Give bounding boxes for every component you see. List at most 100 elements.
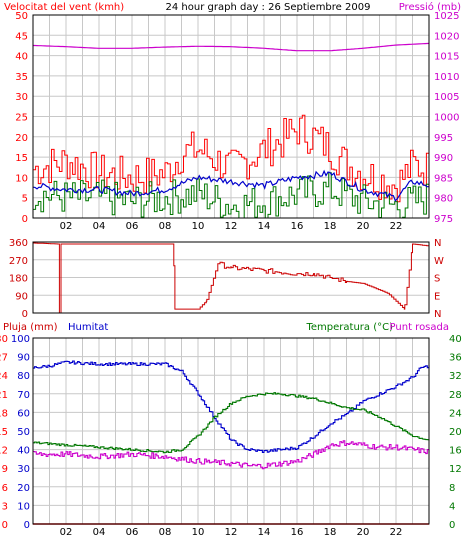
rain-y-tick-label: 21 <box>0 390 8 401</box>
wind-y-tick-label: 0 <box>22 214 28 225</box>
humidity-y-tick-label: 100 <box>11 334 30 345</box>
dewpoint-series-line <box>33 440 430 470</box>
humidity-y-tick-label: 10 <box>17 501 30 512</box>
rain-humidity-x-tick-label: 18 <box>324 527 337 538</box>
pressure-y-tick-label: 1005 <box>434 92 459 103</box>
wind-y-tick-label: 40 <box>15 52 28 63</box>
wind-y-tick-label: 25 <box>15 113 28 124</box>
humidity-y-tick-label: 60 <box>17 408 30 419</box>
rain-humidity-x-tick-label: 02 <box>60 527 73 538</box>
direction-y-tick-label: 360 <box>9 238 28 249</box>
humidity-y-tick-label: 20 <box>17 483 30 494</box>
wind-y-tick-label: 10 <box>15 173 28 184</box>
wind-x-tick-label: 12 <box>225 221 238 232</box>
wind-pressure-border <box>32 14 430 219</box>
rain-humidity-x-tick-label: 12 <box>225 527 238 538</box>
pressure-y-tick-label: 1020 <box>434 31 459 42</box>
rain-y-tick-label: 3 <box>2 501 8 512</box>
wind-y-tick-label: 15 <box>15 153 28 164</box>
rain-y-tick-label: 12 <box>0 446 8 457</box>
wind-y-tick-label: 20 <box>15 133 28 144</box>
direction-y-tick-label: 180 <box>9 274 28 285</box>
wind-pressure-panel: 0510152025303540455097598098599099510001… <box>15 11 459 232</box>
wind-speed-series-line <box>33 172 430 219</box>
avg-wind-series-line <box>32 169 429 202</box>
wind-y-tick-label: 30 <box>15 92 28 103</box>
rain-humidity-x-tick-label: 14 <box>258 527 271 538</box>
rain-y-tick-label: 27 <box>0 353 8 364</box>
temperature-y-tick-label: 20 <box>449 427 462 438</box>
compass-y-tick-label: N <box>434 309 441 320</box>
rain-humidity-x-tick-label: 08 <box>159 527 172 538</box>
humidity-y-tick-label: 0 <box>24 520 30 531</box>
pressure-y-tick-label: 990 <box>434 153 453 164</box>
rain-humidity-x-tick-label: 10 <box>192 527 205 538</box>
pressure-y-tick-label: 995 <box>434 133 453 144</box>
temperature-y-tick-label: 36 <box>449 353 462 364</box>
wind-y-tick-label: 50 <box>15 11 28 22</box>
rain-humidity-x-tick-label: 16 <box>291 527 304 538</box>
wind-direction-border <box>32 241 430 314</box>
rain-humidity-x-tick-label: 20 <box>357 527 370 538</box>
header-title: 24 hour graph day : 26 Septiembre 2009 <box>166 2 371 13</box>
wind-x-tick-label: 10 <box>192 221 205 232</box>
temperature-y-tick-label: 12 <box>449 464 462 475</box>
temperature-y-tick-label: 16 <box>449 446 462 457</box>
temperature-y-tick-label: 24 <box>449 408 462 419</box>
wind-x-tick-label: 06 <box>126 221 139 232</box>
pressure-y-tick-label: 1000 <box>434 113 459 124</box>
wind-x-tick-label: 18 <box>324 221 337 232</box>
dewpoint-axis-label: Punt rosada <box>390 322 449 333</box>
humidity-series-line <box>33 360 430 453</box>
temperature-y-tick-label: 28 <box>449 390 462 401</box>
rain-y-tick-label: 18 <box>0 408 8 419</box>
temperature-series-line <box>33 392 430 454</box>
rain-y-tick-label: 30 <box>0 334 8 345</box>
rain-y-tick-label: 24 <box>0 371 8 382</box>
wind-y-tick-label: 35 <box>15 72 28 83</box>
wind-direction-series-line <box>33 242 430 314</box>
temperature-y-tick-label: 4 <box>449 501 455 512</box>
wind-x-tick-label: 16 <box>291 221 304 232</box>
pressure-y-tick-label: 975 <box>434 214 453 225</box>
rain-humidity-border <box>32 337 430 525</box>
pressure-y-tick-label: 985 <box>434 173 453 184</box>
compass-y-tick-label: S <box>434 274 440 285</box>
wind-y-tick-label: 45 <box>15 31 28 42</box>
pressure-y-tick-label: 1025 <box>434 11 459 22</box>
header-right-label: Pressió (mb) <box>399 1 461 13</box>
gust-series-line <box>33 114 430 203</box>
humidity-y-tick-label: 70 <box>17 390 30 401</box>
rain-y-tick-label: 0 <box>2 520 8 531</box>
wind-x-tick-label: 08 <box>159 221 172 232</box>
direction-y-tick-label: 270 <box>9 256 28 267</box>
compass-y-tick-label: W <box>434 256 444 267</box>
rain-y-tick-label: 9 <box>2 464 8 475</box>
header-left-label: Velocitat del vent (kmh) <box>4 2 124 13</box>
wind-x-tick-label: 20 <box>357 221 370 232</box>
temperature-y-tick-label: 40 <box>449 334 462 345</box>
humidity-y-tick-label: 40 <box>17 446 30 457</box>
wind-x-tick-label: 22 <box>390 221 403 232</box>
temperature-axis-label: Temperatura (°C) <box>305 322 393 333</box>
compass-y-tick-label: E <box>434 291 440 302</box>
temperature-y-tick-label: 0 <box>449 520 455 531</box>
temperature-y-tick-label: 32 <box>449 371 462 382</box>
direction-y-tick-label: 90 <box>15 291 28 302</box>
rain-y-tick-label: 6 <box>2 483 8 494</box>
pressure-y-tick-label: 1015 <box>434 52 459 63</box>
wind-y-tick-label: 5 <box>22 194 28 205</box>
humidity-axis-label: Humitat <box>68 322 108 333</box>
rain-humidity-x-tick-label: 04 <box>93 527 106 538</box>
wind-x-tick-label: 02 <box>60 221 73 232</box>
pressure-series-line <box>33 42 430 52</box>
compass-y-tick-label: N <box>434 238 441 249</box>
direction-y-tick-label: 0 <box>22 309 28 320</box>
humidity-y-tick-label: 50 <box>17 427 30 438</box>
rain-y-tick-label: 15 <box>0 427 8 438</box>
humidity-y-tick-label: 80 <box>17 371 30 382</box>
pressure-y-tick-label: 1010 <box>434 72 459 83</box>
humidity-y-tick-label: 90 <box>17 353 30 364</box>
